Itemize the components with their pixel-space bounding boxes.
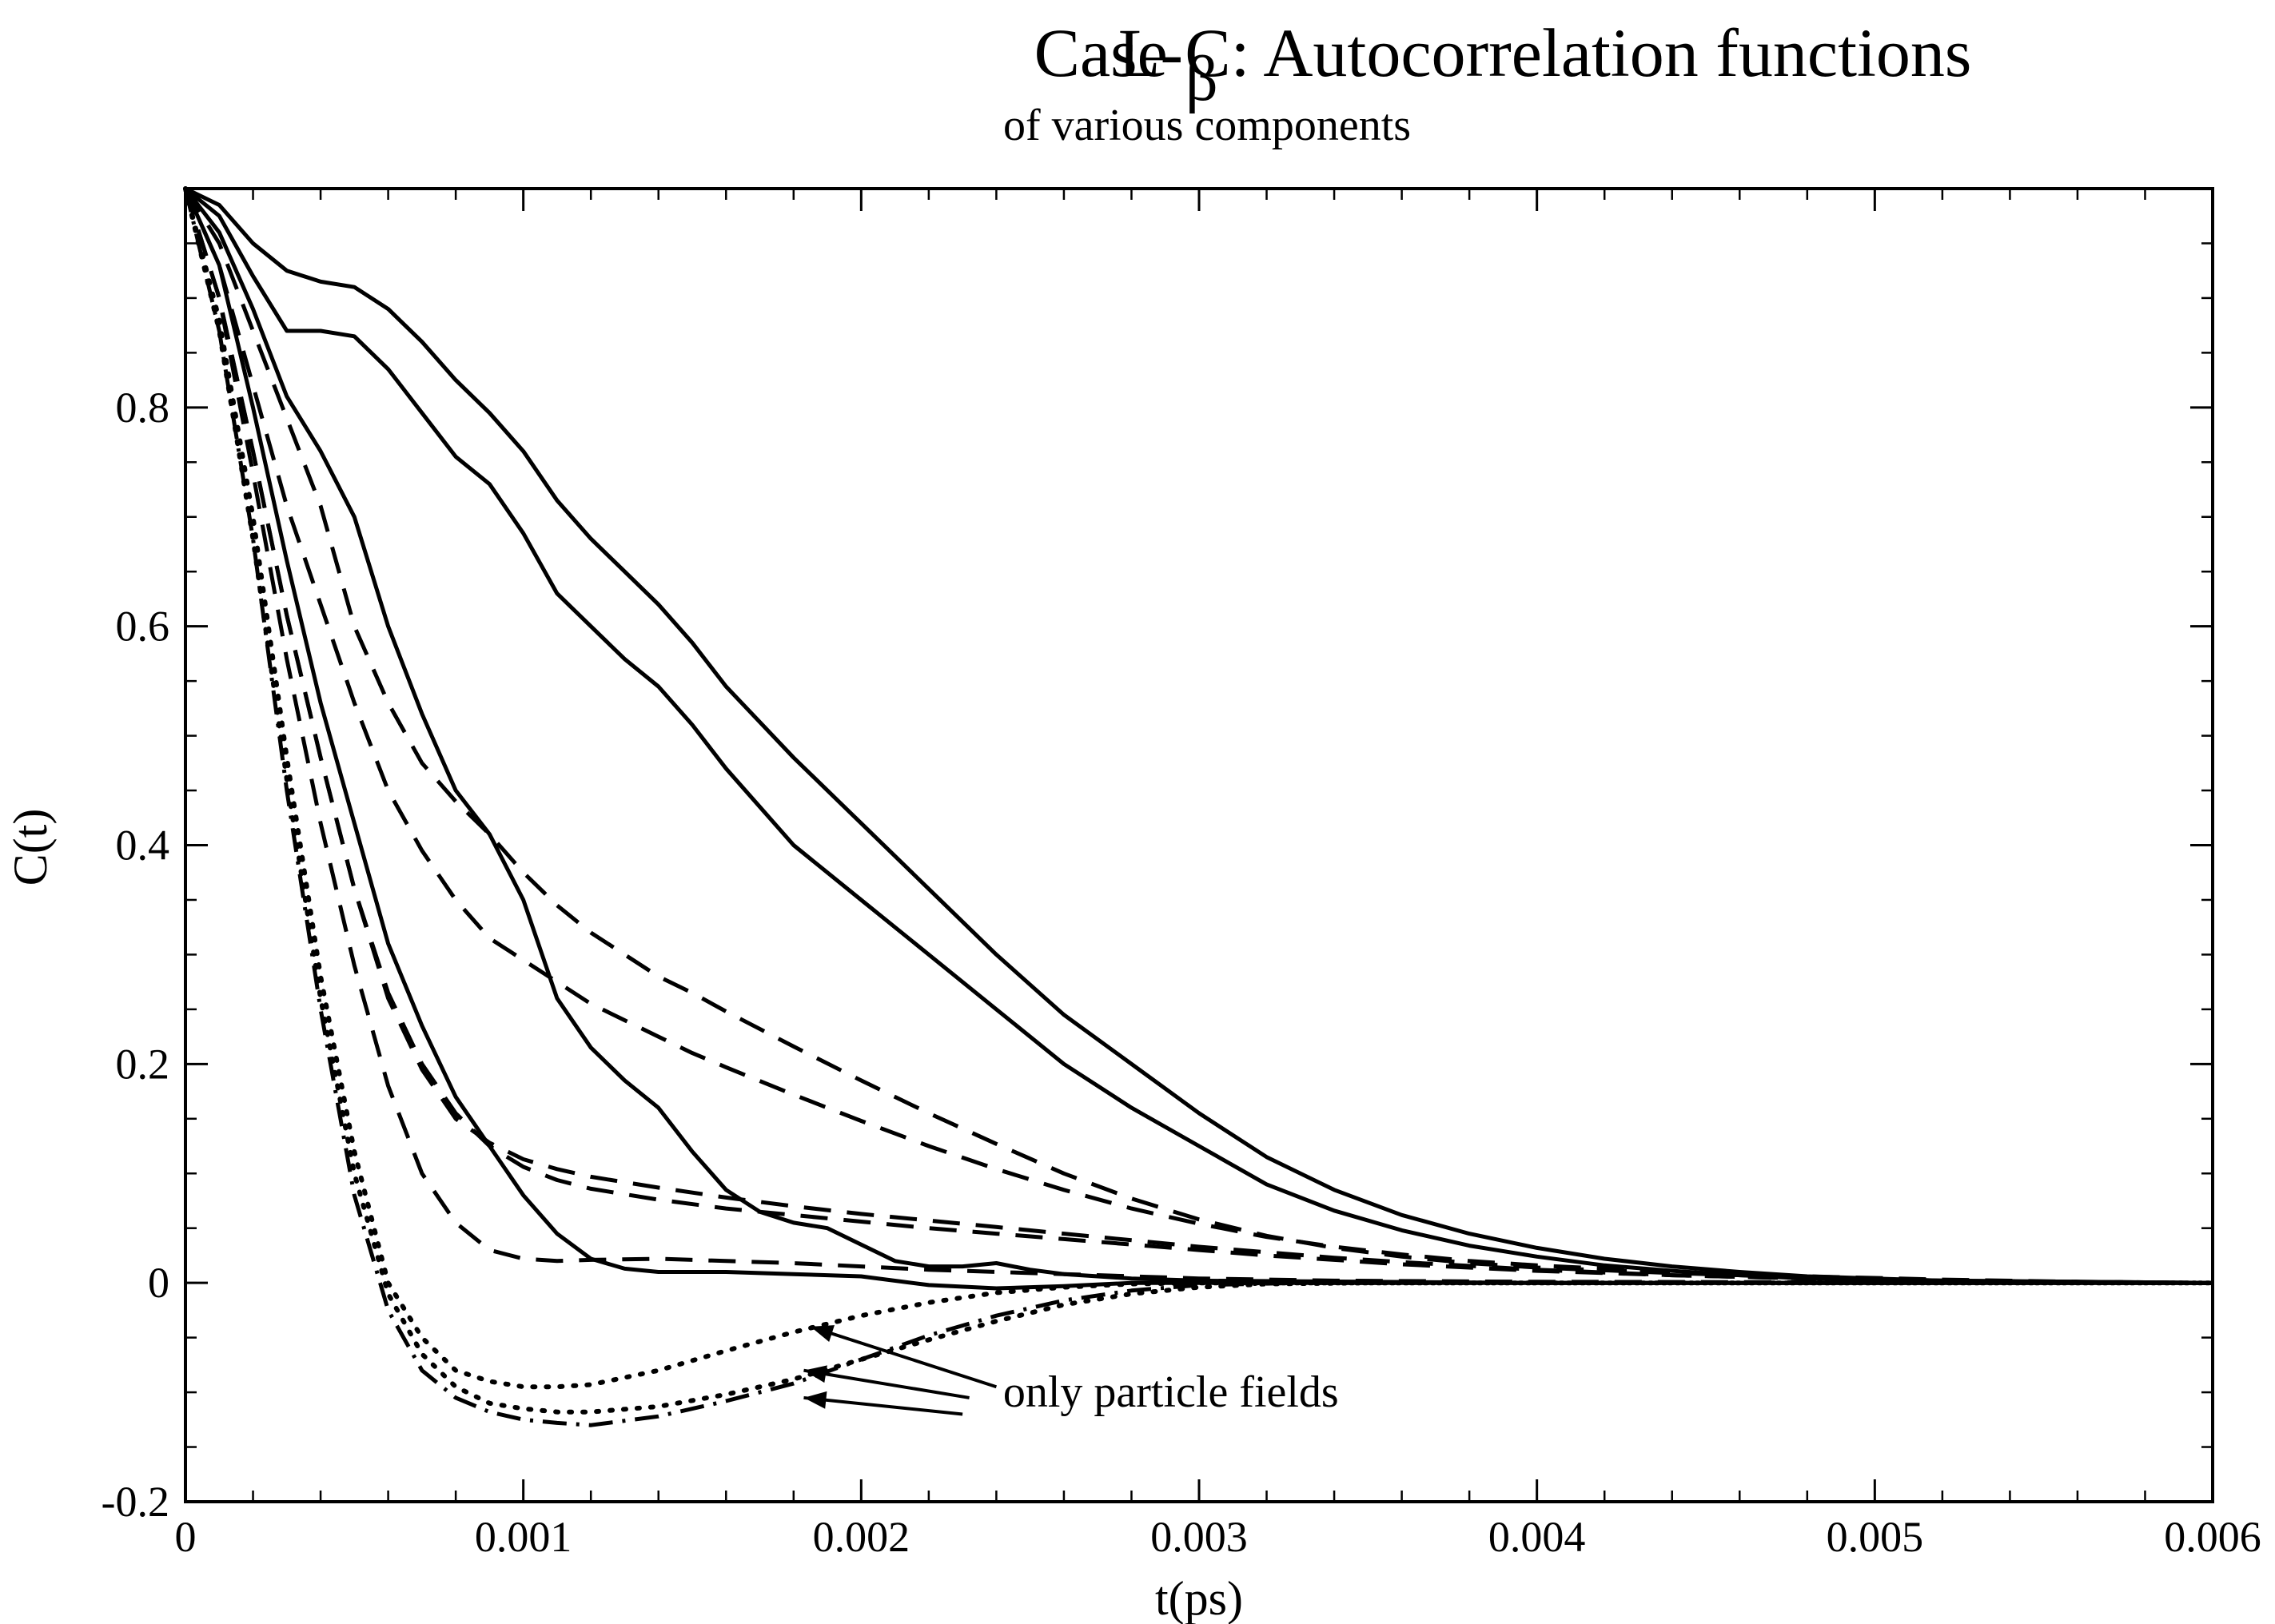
annotation-arrow-shaft — [803, 1368, 970, 1399]
series-line-4 — [183, 187, 2213, 1291]
series-layer — [183, 186, 2215, 1427]
y-tick-label: 0.6 — [116, 603, 170, 651]
annotation-arrow-head — [803, 1365, 827, 1383]
annotation-arrow-shaft — [803, 1395, 963, 1416]
annotation-arrow-head — [803, 1391, 827, 1409]
axis-ticks: 0 0.001 0.002 0.003 0.004 0.005 0.006-0.200.20… — [102, 187, 2261, 1561]
series-line-10 — [183, 186, 2215, 1390]
series-line-11 — [183, 186, 2215, 1415]
annotation-layer: only particle fields — [803, 1325, 1339, 1417]
annotation-arrow-shaft — [810, 1325, 998, 1389]
plot-frame — [184, 187, 2214, 1503]
y-axis-label: C(t) — [4, 809, 57, 886]
x-tick-label: 0.001 — [475, 1513, 572, 1561]
x-tick-label: 0.005 — [1827, 1513, 1924, 1561]
series-line-7 — [183, 188, 2213, 1285]
series-line-8 — [183, 188, 2213, 1285]
chart-title: L- β Case C: Autocorrelation functions — [1034, 14, 1972, 114]
series-line-6 — [183, 187, 2213, 1285]
series-line-12 — [183, 188, 2213, 1427]
y-tick-label: 0 — [148, 1259, 169, 1307]
chart-subtitle: of various components — [1003, 101, 1411, 150]
x-tick-label: 0 — [175, 1513, 197, 1561]
series-line-3 — [184, 187, 2213, 1285]
y-tick-label: 0.4 — [116, 822, 170, 870]
series-line-1 — [184, 186, 2213, 1285]
title-symbol: β — [1185, 44, 1218, 114]
x-tick-label: 0.003 — [1150, 1513, 1248, 1561]
y-tick-label: -0.2 — [102, 1478, 169, 1526]
series-line-5 — [183, 187, 2213, 1285]
title-rest: Case C: Autocorrelation functions — [1034, 14, 1972, 91]
x-tick-label: 0.002 — [813, 1513, 910, 1561]
x-axis-label: t(ps) — [1155, 1572, 1243, 1624]
x-tick-label: 0.004 — [1488, 1513, 1586, 1561]
y-tick-label: 0.8 — [116, 384, 170, 432]
series-line-9 — [183, 188, 2213, 1285]
annotation-arrow-head — [810, 1325, 835, 1343]
x-tick-label: 0.006 — [2164, 1513, 2261, 1561]
title-prefix: L- — [1118, 14, 1183, 91]
annotation-label: only particle fields — [1003, 1367, 1339, 1417]
y-tick-label: 0.2 — [116, 1040, 170, 1088]
series-line-2 — [184, 187, 2213, 1285]
